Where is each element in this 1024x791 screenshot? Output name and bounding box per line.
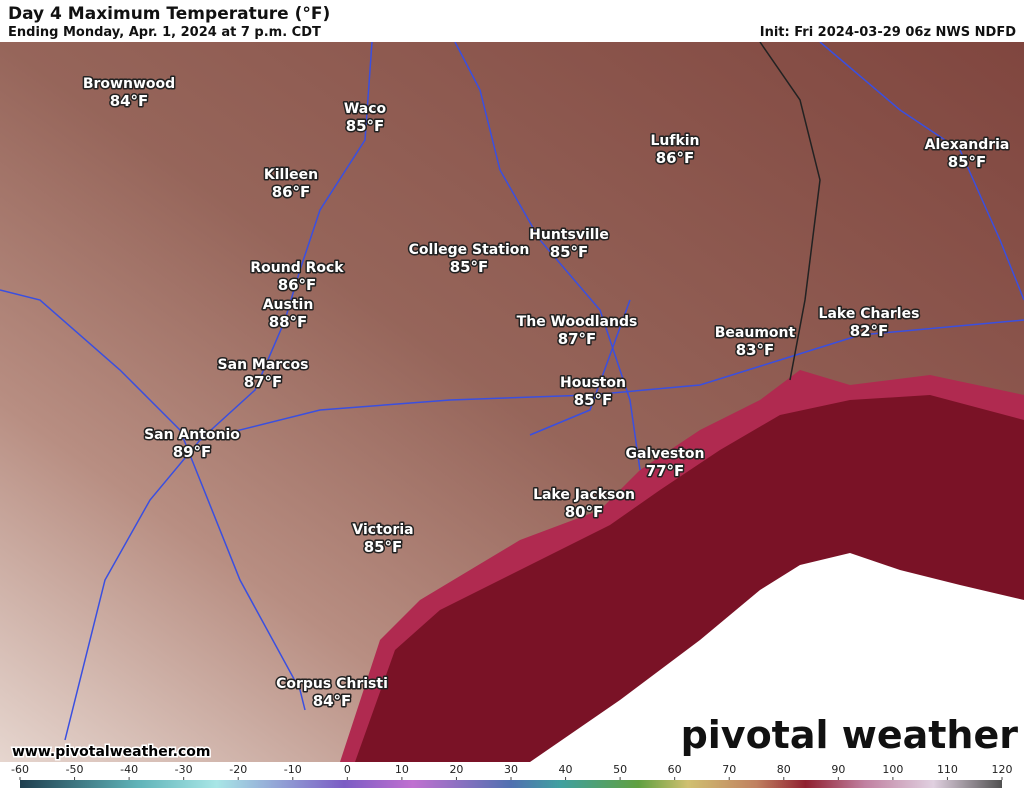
city-name: Lake Charles (819, 306, 920, 322)
city-temp: 85°F (574, 391, 613, 409)
city-temp: 86°F (278, 276, 317, 294)
colorbar-tick-label: 50 (613, 763, 627, 776)
city-temp: 84°F (110, 92, 149, 110)
colorbar-tick-label: 20 (449, 763, 463, 776)
city-name: The Woodlands (517, 314, 638, 330)
city-name: Lufkin (650, 133, 699, 149)
city-name: Corpus Christi (276, 676, 388, 692)
city-name: Alexandria (925, 137, 1010, 153)
colorbar-tick-label: 40 (559, 763, 573, 776)
city-name: Austin (263, 297, 314, 313)
city-name: Waco (344, 101, 387, 117)
city-temp: 85°F (364, 538, 403, 556)
header-bg (0, 0, 1024, 42)
city-temp: 83°F (736, 341, 775, 359)
colorbar-tick-label: 110 (937, 763, 958, 776)
colorbar-tick-label: -60 (11, 763, 29, 776)
title: Day 4 Maximum Temperature (°F) (8, 4, 330, 24)
city-temp: 89°F (173, 443, 212, 461)
city-temp: 86°F (272, 183, 311, 201)
colorbar-tick-label: -10 (284, 763, 302, 776)
city-name: Houston (560, 375, 626, 391)
city-name: Brownwood (83, 76, 175, 92)
roads (0, 41, 1024, 741)
colorbar-tick-label: 60 (668, 763, 682, 776)
colorbar-tick-label: -40 (120, 763, 138, 776)
city-temp: 85°F (948, 153, 987, 171)
city-temp: 84°F (313, 692, 352, 710)
city-name: Lake Jackson (533, 487, 635, 503)
colorbar-tick-label: 120 (992, 763, 1013, 776)
city-name: Victoria (352, 522, 413, 538)
city-name: San Antonio (144, 427, 240, 443)
city-name: Killeen (264, 167, 318, 183)
colorbar-tick-label: -50 (66, 763, 84, 776)
city-temp: 80°F (565, 503, 604, 521)
state-border (759, 41, 821, 381)
city-temp: 82°F (850, 322, 889, 340)
subtitle: Ending Monday, Apr. 1, 2024 at 7 p.m. CD… (8, 25, 321, 40)
colorbar (20, 780, 1002, 788)
city-name: Huntsville (529, 227, 609, 243)
colorbar-tick-label: 70 (722, 763, 736, 776)
colorbar-tick-label: 10 (395, 763, 409, 776)
colorbar-tick-label: 80 (777, 763, 791, 776)
city-temp: 85°F (450, 258, 489, 276)
colorbar-tick-label: 0 (344, 763, 351, 776)
city-temp: 87°F (558, 330, 597, 348)
watermark: www.pivotalweather.com (12, 744, 211, 760)
colorbar-tick-label: -30 (175, 763, 193, 776)
no-data-area (530, 553, 1024, 762)
init-time: Init: Fri 2024-03-29 06z NWS NDFD (760, 25, 1016, 40)
city-name: Beaumont (715, 325, 796, 341)
city-name: Round Rock (250, 260, 344, 276)
colorbar-ticks: -60 -50 -40 -30 -20 -10 0 10 20 30 40 50 60 70 80 90 100… (11, 763, 1013, 780)
colorbar-tick-label: 90 (831, 763, 845, 776)
city-name: College Station (409, 242, 530, 258)
city-temp: 86°F (656, 149, 695, 167)
city-name: Galveston (626, 446, 705, 462)
city-temp: 85°F (346, 117, 385, 135)
colorbar-tick-label: -20 (229, 763, 247, 776)
colorbar-tick-label: 30 (504, 763, 518, 776)
city-name: San Marcos (218, 357, 309, 373)
colorbar-tick-label: 100 (882, 763, 903, 776)
city-temp: 87°F (244, 373, 283, 391)
city-temp: 88°F (269, 313, 308, 331)
city-temp: 77°F (646, 462, 685, 480)
city-temp: 85°F (550, 243, 589, 261)
logo: pivotal weather (681, 713, 1019, 757)
